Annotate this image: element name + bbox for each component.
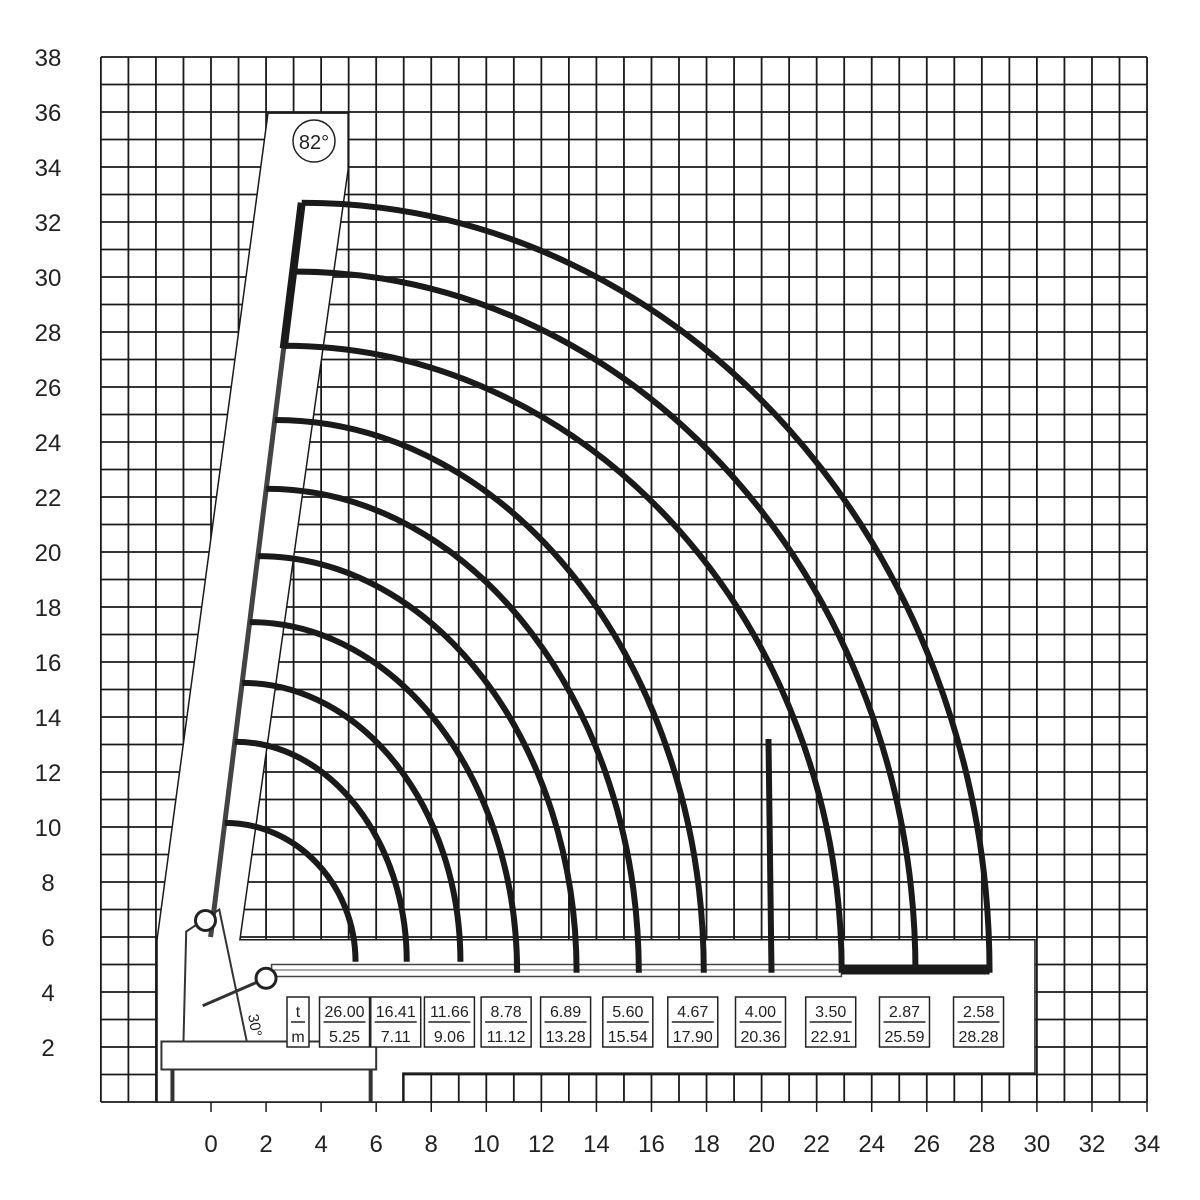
radius-value-m: 17.90: [673, 1029, 713, 1046]
y-tick-label: 8: [41, 870, 54, 897]
x-tick-label: 24: [858, 1131, 885, 1158]
load-labels: 26.00 5.25 16.41 7.11 11.66 9.06 8.78 11.12 6.89…: [286, 996, 1005, 1048]
load-value-t: 4.00: [745, 1004, 776, 1021]
load-value-t: 16.41: [376, 1004, 416, 1021]
y-tick-label: 32: [35, 210, 62, 237]
reach-curve: [765, 738, 775, 973]
crane-column: [182, 907, 249, 1043]
x-tick-label: 28: [968, 1131, 995, 1158]
x-tick-label: 4: [314, 1131, 327, 1158]
radius-value-m: 28.28: [959, 1029, 999, 1046]
radius-value-m: 5.25: [329, 1029, 360, 1046]
radius-value-m: 13.28: [546, 1029, 586, 1046]
boom-highlight: [205, 345, 281, 938]
reach-curve: [234, 738, 410, 962]
boom-angle-label: 82°: [299, 132, 329, 154]
y-tick-label: 30: [35, 265, 62, 292]
unit-load-label: t: [296, 1004, 301, 1021]
reach-curve: [301, 199, 993, 973]
boom-envelope-area: [156, 112, 1036, 1103]
load-value-t: 3.50: [815, 1004, 846, 1021]
y-tick-label: 2: [41, 1035, 54, 1062]
knuckle-arm: [202, 976, 267, 1008]
crane-truck-drawing: [160, 202, 990, 1102]
x-tick-label: 22: [803, 1131, 830, 1158]
y-tick-label: 6: [41, 925, 54, 952]
radius-value-m: 7.11: [381, 1029, 411, 1046]
x-tick-label: 8: [425, 1131, 438, 1158]
load-value-t: 8.78: [491, 1004, 522, 1021]
reach-curve: [293, 268, 919, 973]
radius-value-m: 11.12: [487, 1029, 526, 1046]
boom-pivot-icon: [193, 909, 217, 932]
radius-value-m: 20.36: [740, 1029, 780, 1046]
x-tick-label: 32: [1079, 1131, 1106, 1158]
x-tick-label: 6: [370, 1131, 383, 1158]
reach-curve: [283, 342, 845, 973]
radius-value-m: 9.06: [434, 1029, 465, 1046]
load-value-t: 2.87: [889, 1004, 920, 1021]
x-tick-label: 2: [259, 1131, 272, 1158]
x-tick-label: 12: [528, 1131, 555, 1158]
x-tick-label: 20: [748, 1131, 775, 1158]
y-tick-label: 22: [35, 485, 62, 512]
reach-curve: [274, 417, 707, 973]
axis-tick-labels: 0 2 4 6 8 10 12 14 16 18 20 22 24 26 28 30 32 34246810121…: [35, 45, 1161, 1158]
reach-curves: [224, 199, 993, 973]
unit-radius-label: m: [291, 1029, 304, 1046]
y-tick-label: 26: [35, 375, 62, 402]
y-tick-label: 16: [35, 650, 62, 677]
x-tick-label: 26: [913, 1131, 940, 1158]
y-tick-label: 20: [35, 540, 62, 567]
load-value-t: 11.66: [430, 1004, 469, 1021]
reach-curve: [224, 819, 359, 962]
x-tick-label: 34: [1134, 1131, 1161, 1158]
load-value-t: 2.58: [963, 1004, 994, 1021]
radius-value-m: 25.59: [884, 1029, 924, 1046]
y-tick-label: 4: [41, 980, 54, 1007]
x-tick-label: 30: [1024, 1131, 1051, 1158]
load-value-t: 5.60: [612, 1004, 643, 1021]
y-tick-label: 24: [35, 430, 62, 457]
y-tick-label: 34: [35, 155, 62, 182]
y-tick-label: 12: [35, 760, 62, 787]
y-tick-label: 28: [35, 320, 62, 347]
reach-curve: [257, 553, 580, 973]
boom: [208, 345, 287, 938]
knuckle-angle-label: 30°: [244, 1013, 265, 1038]
y-tick-label: 36: [35, 100, 62, 127]
y-tick-label: 14: [35, 705, 62, 732]
reach-curve: [242, 679, 464, 962]
x-tick-label: 18: [693, 1131, 720, 1158]
reach-curve: [249, 619, 521, 973]
boom-envelope: [156, 112, 1036, 1103]
x-tick-label: 10: [473, 1131, 500, 1158]
y-tick-label: 10: [35, 815, 62, 842]
boom-tip-section: [279, 202, 306, 349]
radius-value-m: 22.91: [811, 1029, 851, 1046]
x-tick-label: 14: [583, 1131, 610, 1158]
boom-angle-badge: 82°: [292, 119, 336, 163]
x-tick-label: 16: [638, 1131, 665, 1158]
x-tick-label: 0: [204, 1131, 217, 1158]
load-value-t: 26.00: [324, 1004, 364, 1021]
load-value-t: 6.89: [550, 1004, 581, 1021]
load-value-t: 4.67: [677, 1004, 708, 1021]
reach-curve: [266, 485, 642, 973]
y-tick-label: 18: [35, 595, 62, 622]
knuckle-pivot-icon: [254, 966, 278, 990]
radius-value-m: 15.54: [608, 1029, 648, 1046]
y-tick-label: 38: [35, 45, 62, 72]
